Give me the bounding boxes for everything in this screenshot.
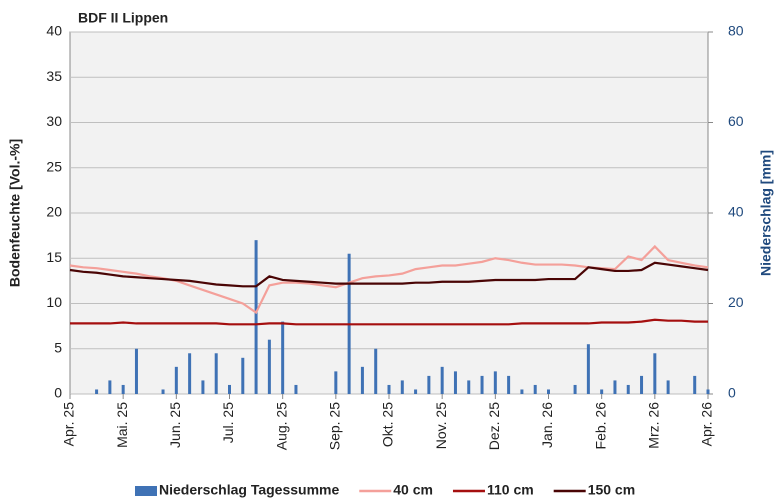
precip-bar: [640, 375, 644, 394]
precip-bar: [400, 380, 404, 394]
soil-moisture-line: [70, 318, 708, 326]
precip-bar: [533, 384, 537, 394]
x-tick-label: Apr. 26: [699, 402, 715, 447]
y-tick-label: 40: [46, 23, 62, 39]
y-axis-label: Bodenfeuchte [Vol.-%]: [7, 139, 23, 287]
precip-bar: [453, 371, 457, 394]
precip-bar: [228, 384, 231, 394]
x-tick-label: Aug. 25: [273, 402, 289, 450]
legend-label: 110 cm: [487, 482, 534, 498]
y2-tick-label: 60: [728, 113, 744, 129]
precip-bar: [95, 389, 99, 394]
precip-bar: [121, 384, 125, 394]
chart-title: BDF II Lippen: [78, 10, 168, 26]
precip-bar: [174, 366, 178, 394]
precip-bar: [241, 357, 245, 394]
x-tick-label: Jan. 26: [539, 402, 555, 448]
x-tick-label: Nov. 25: [433, 402, 449, 449]
y2-tick-label: 40: [728, 204, 744, 220]
y2-axis-label: Niederschlag [mm]: [758, 150, 774, 276]
precip-bar: [254, 240, 258, 394]
precip-bar: [427, 375, 431, 394]
precip-bar: [440, 366, 444, 394]
y2-tick-label: 0: [728, 385, 736, 401]
precip-bar: [334, 371, 338, 394]
x-tick-label: Jun. 25: [167, 402, 183, 448]
precip-bar: [414, 389, 418, 394]
precip-bar: [520, 389, 524, 394]
precip-bar: [600, 389, 604, 394]
precip-bar: [267, 339, 271, 394]
precip-bar: [161, 389, 165, 394]
precip-bar: [693, 375, 697, 394]
precip-bar: [214, 353, 218, 394]
precip-bar: [586, 344, 590, 394]
precip-bar: [281, 321, 285, 394]
y-tick-label: 30: [46, 113, 62, 129]
x-tick-label: Sep. 25: [327, 402, 343, 450]
precip-bar: [547, 389, 550, 394]
precip-bar: [294, 384, 298, 394]
precip-bar: [188, 353, 192, 394]
x-tick-label: Mai. 25: [114, 402, 130, 448]
precip-bar: [507, 375, 511, 394]
y-tick-label: 5: [54, 339, 62, 355]
precip-bar: [134, 348, 138, 394]
y-tick-label: 15: [46, 249, 62, 265]
x-tick-label: Jul. 25: [220, 402, 236, 443]
y-tick-label: 35: [46, 68, 62, 84]
precip-bar: [706, 389, 710, 394]
precip-bar: [653, 353, 657, 394]
legend-label: Niederschlag Tagessumme: [159, 482, 339, 498]
precip-bar: [613, 380, 617, 394]
legend-swatch: [135, 486, 157, 496]
x-tick-label: Dez. 25: [486, 402, 502, 450]
precip-bar: [374, 348, 378, 394]
y-tick-label: 10: [46, 294, 62, 310]
y-tick-label: 25: [46, 158, 62, 174]
y-tick-label: 0: [54, 385, 62, 401]
precip-bar: [626, 384, 630, 394]
precip-bar: [467, 380, 471, 394]
precip-bar: [108, 380, 112, 394]
x-tick-label: Apr. 25: [61, 402, 77, 447]
precip-bar: [360, 366, 364, 394]
precip-bar: [480, 375, 484, 394]
precip-bar: [387, 384, 391, 394]
precip-bar: [493, 371, 497, 394]
soil-moisture-line: [69, 261, 709, 288]
x-tick-label: Okt. 25: [380, 402, 396, 447]
legend-label: 40 cm: [393, 482, 433, 498]
legend-label: 150 cm: [588, 482, 635, 498]
x-tick-label: Mrz. 26: [646, 402, 662, 449]
y-tick-label: 20: [46, 204, 62, 220]
y2-tick-label: 80: [728, 23, 744, 39]
precip-bar: [201, 380, 205, 394]
precip-bar: [666, 380, 670, 394]
y2-tick-label: 20: [728, 294, 744, 310]
x-tick-label: Feb. 26: [592, 402, 608, 450]
precip-bar: [573, 384, 577, 394]
